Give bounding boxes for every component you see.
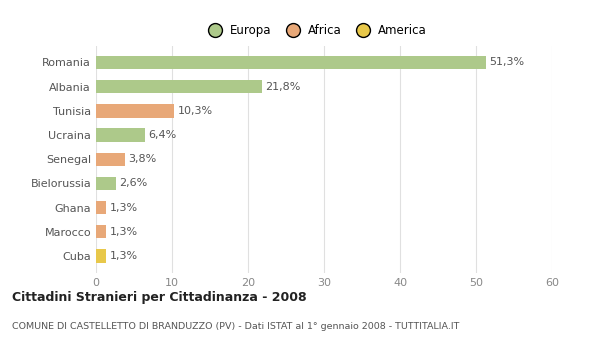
Text: 10,3%: 10,3% [178, 106, 213, 116]
Text: Cittadini Stranieri per Cittadinanza - 2008: Cittadini Stranieri per Cittadinanza - 2… [12, 290, 307, 303]
Bar [96, 201, 106, 214]
Text: 1,3%: 1,3% [110, 203, 138, 213]
Text: 21,8%: 21,8% [265, 82, 301, 92]
Text: 2,6%: 2,6% [119, 178, 148, 188]
Legend: Europa, Africa, America: Europa, Africa, America [203, 24, 427, 37]
Bar [96, 153, 125, 166]
Bar [96, 249, 106, 262]
Text: 1,3%: 1,3% [110, 227, 138, 237]
Text: COMUNE DI CASTELLETTO DI BRANDUZZO (PV) - Dati ISTAT al 1° gennaio 2008 - TUTTIT: COMUNE DI CASTELLETTO DI BRANDUZZO (PV) … [12, 322, 460, 331]
Bar [96, 56, 486, 69]
Text: 51,3%: 51,3% [490, 57, 525, 68]
Bar [96, 128, 145, 142]
Bar [96, 177, 116, 190]
Bar [96, 80, 262, 93]
Bar [96, 225, 106, 238]
Text: 6,4%: 6,4% [148, 130, 176, 140]
Text: 3,8%: 3,8% [128, 154, 157, 164]
Text: 1,3%: 1,3% [110, 251, 138, 261]
Bar [96, 104, 174, 118]
